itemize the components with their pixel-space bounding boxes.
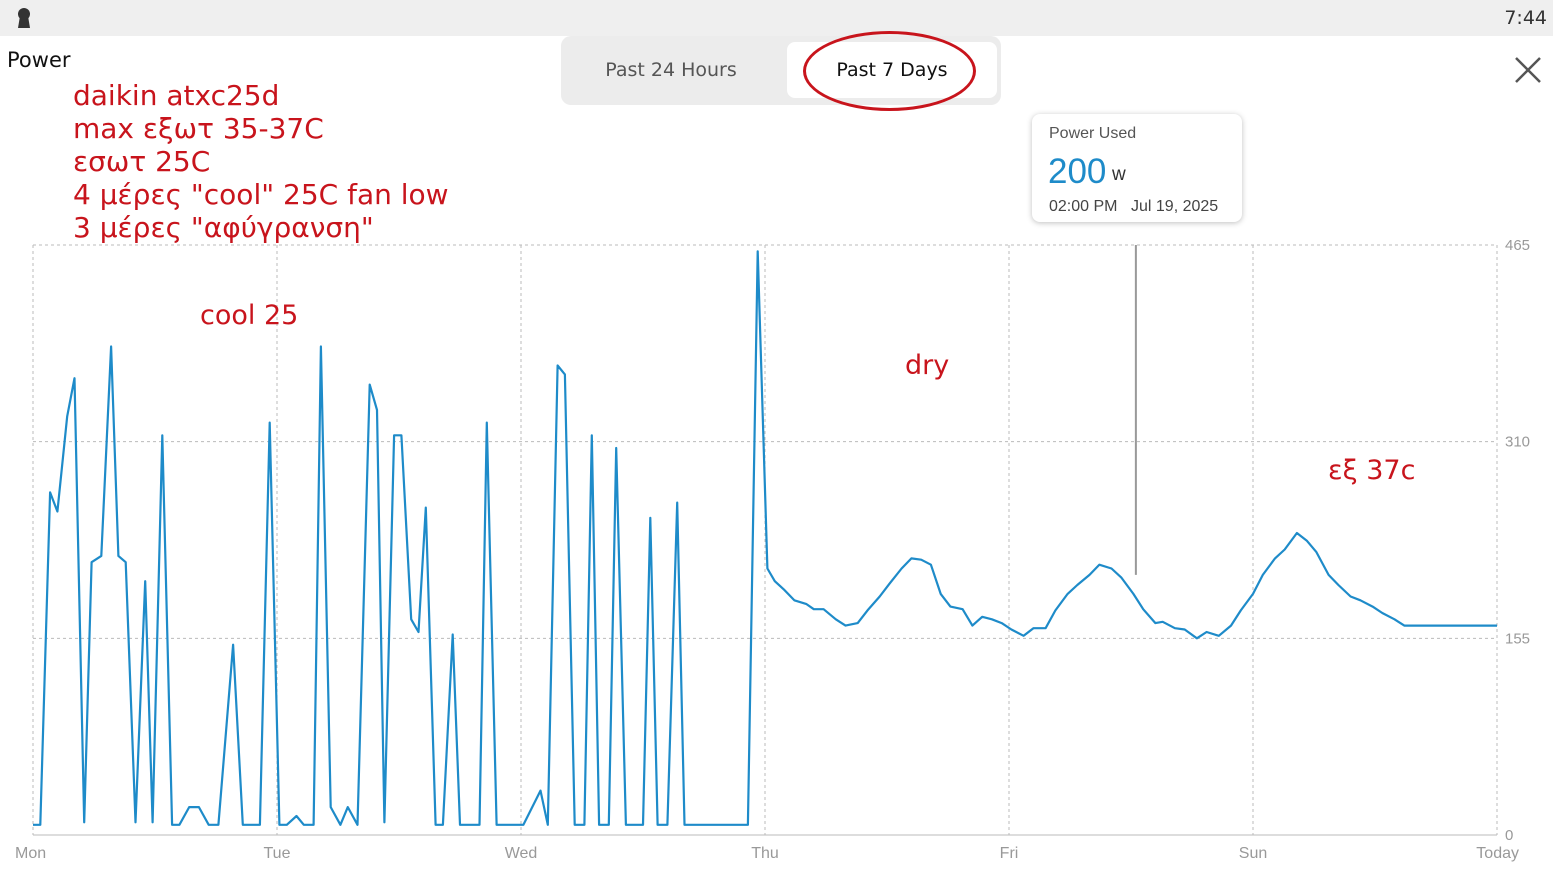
keyhole-icon: [14, 6, 34, 35]
status-time: 7:44: [1504, 7, 1547, 29]
x-tick-label: Mon: [15, 845, 46, 862]
annotation-temp-label: εξ 37c: [1328, 455, 1416, 486]
annotation-line: max εξωτ 35-37C: [73, 112, 324, 145]
y-tick-label: 310: [1505, 434, 1530, 451]
x-tick-label: Tue: [264, 845, 291, 862]
tab-past-24-hours[interactable]: Past 24 Hours: [605, 59, 737, 81]
page-title: Power: [7, 48, 71, 72]
status-bar: 7:44: [0, 0, 1553, 36]
y-tick-label: 155: [1505, 630, 1530, 647]
annotation-line: daikin atxc25d: [73, 79, 280, 112]
annotation-dry-label: dry: [905, 350, 950, 381]
annotation-line: εσωτ 25C: [73, 145, 211, 178]
tooltip-time: 02:00 PM: [1049, 198, 1118, 215]
x-tick-label: Thu: [751, 845, 779, 862]
period-tabs: Past 24 Hours Past 7 Days: [561, 36, 1001, 105]
y-tick-label: 465: [1505, 237, 1530, 254]
tooltip-value: 200: [1048, 152, 1107, 191]
annotation-cool-label: cool 25: [200, 300, 299, 331]
x-tick-label: Wed: [505, 845, 538, 862]
annotation-line: 3 μέρες "αφύγρανση": [73, 211, 374, 244]
close-icon[interactable]: [1512, 54, 1544, 86]
power-series-line: [33, 250, 1497, 826]
x-tick-label: Fri: [1000, 845, 1019, 862]
tooltip-date: Jul 19, 2025: [1131, 198, 1219, 215]
annotation-line: 4 μέρες "cool" 25C fan low: [73, 178, 449, 211]
x-tick-label: Today: [1476, 845, 1519, 862]
y-tick-label: 0: [1505, 827, 1513, 844]
power-tooltip: Power Used 200 w 02:00 PM Jul 19, 2025: [1032, 114, 1242, 222]
x-tick-label: Sun: [1239, 845, 1267, 862]
annotation-notes: daikin atxc25d max εξωτ 35-37C εσωτ 25C …: [73, 79, 449, 244]
tooltip-title: Power Used: [1049, 125, 1137, 142]
tooltip-unit: w: [1112, 164, 1126, 185]
tab-past-7-days[interactable]: Past 7 Days: [787, 42, 997, 98]
